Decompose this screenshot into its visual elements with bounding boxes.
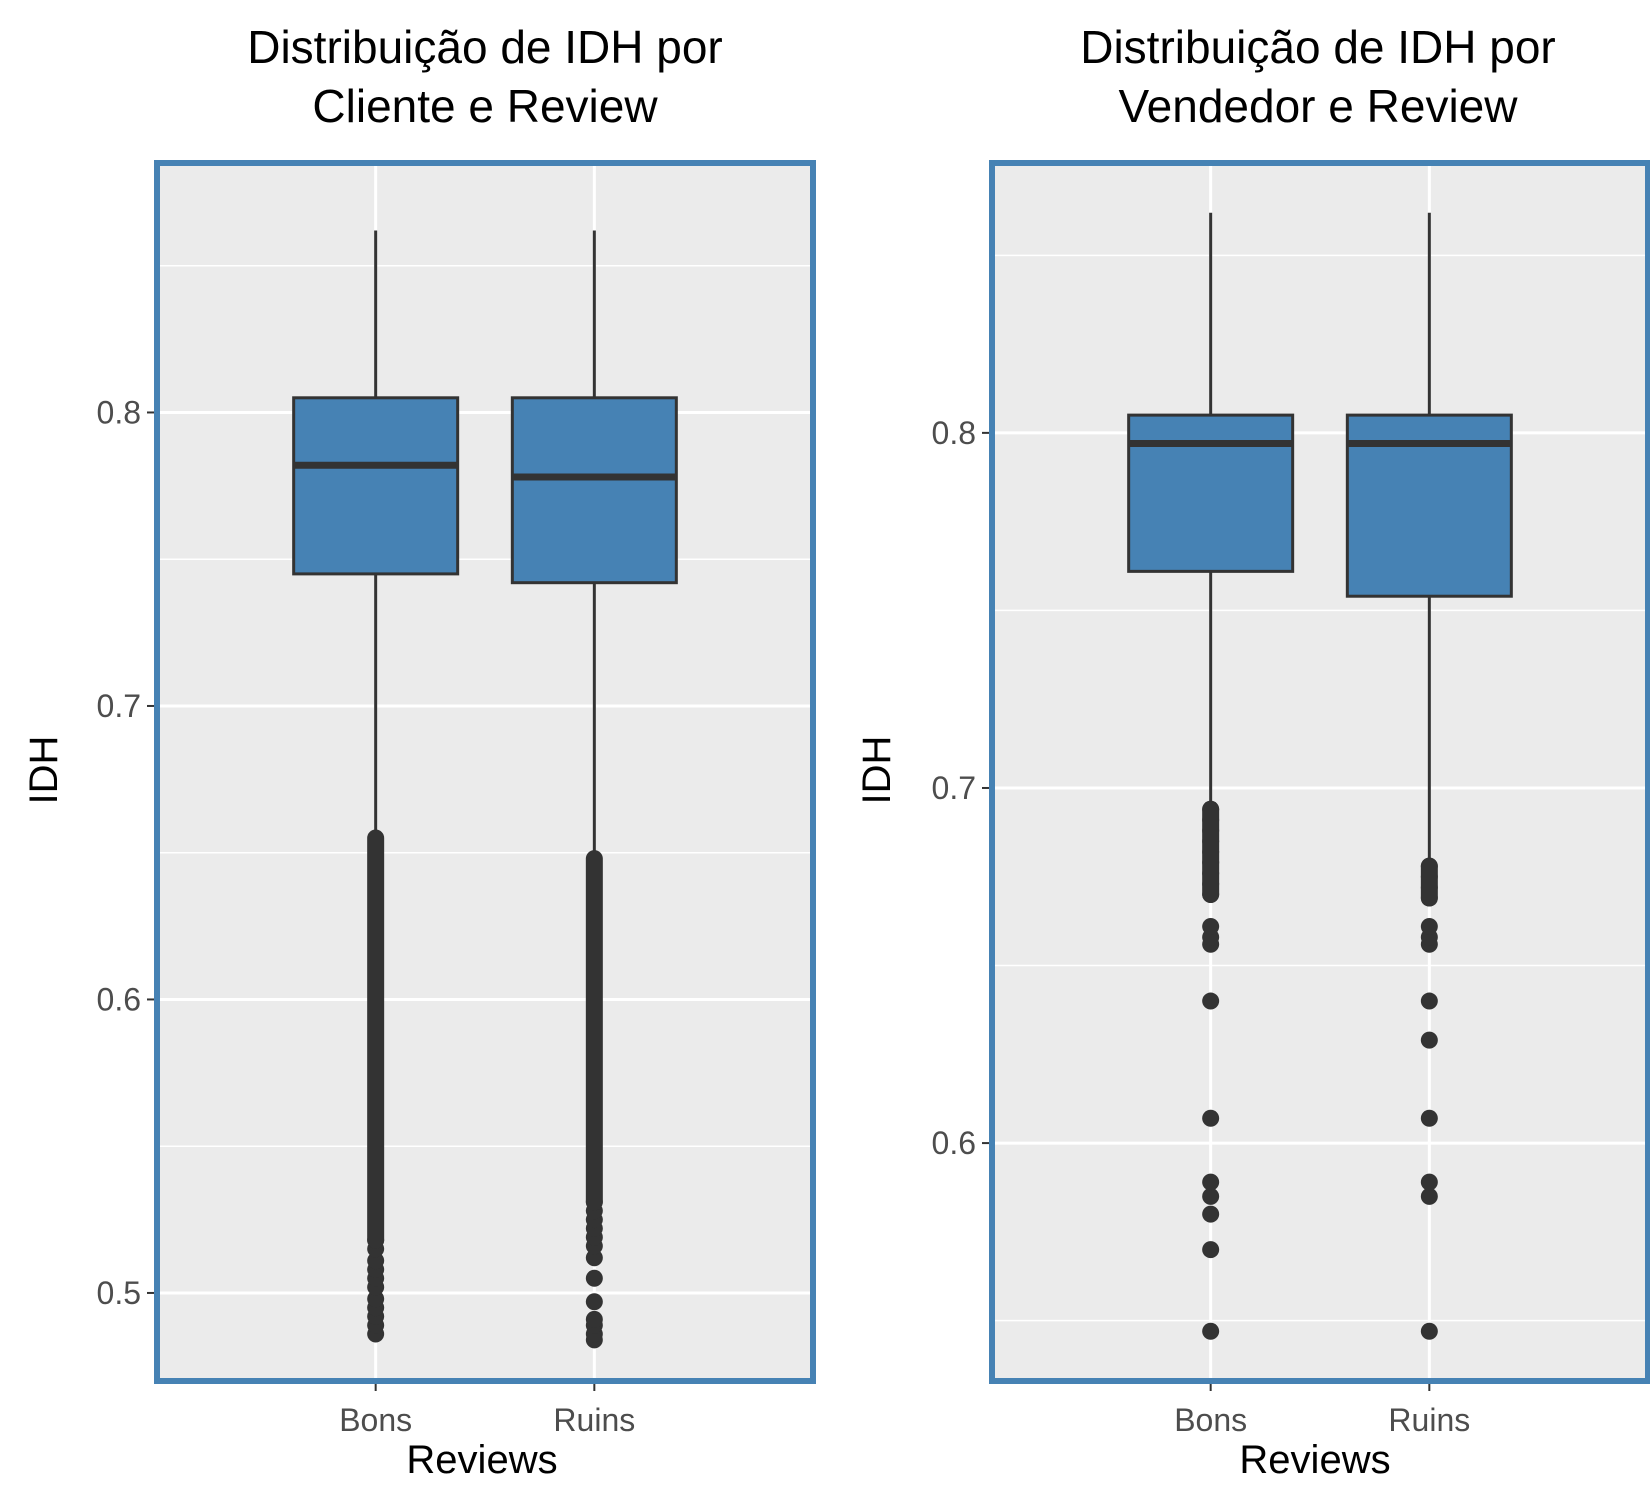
box-bons xyxy=(292,396,460,576)
plot-area: 0.5 0.6 0.7 0.8 Bons Ruins xyxy=(97,160,816,1438)
outlier-point xyxy=(1420,1031,1438,1049)
panel-background xyxy=(157,163,813,1381)
chart-panel-vendedor: Distribuição de IDH por Vendedor e Revie… xyxy=(855,21,1650,1482)
outlier-point xyxy=(1202,1205,1220,1223)
chart-title-line-1: Distribuição de IDH por xyxy=(1080,21,1556,73)
outlier-point xyxy=(1420,992,1438,1010)
outlier-point xyxy=(1202,1322,1220,1340)
x-tick-label: Ruins xyxy=(1388,1402,1470,1438)
outlier-point xyxy=(367,1290,385,1308)
y-tick-label: 0.7 xyxy=(97,688,141,724)
y-tick-label: 0.6 xyxy=(932,1125,976,1161)
x-axis-title: Reviews xyxy=(406,1438,557,1482)
y-tick-label: 0.8 xyxy=(97,394,141,430)
chart-title-line-2: Cliente e Review xyxy=(312,80,658,132)
x-tick-label: Ruins xyxy=(553,1402,635,1438)
chart-title-line-2: Vendedor e Review xyxy=(1119,80,1519,132)
outlier-point xyxy=(1202,1173,1220,1191)
outlier-point xyxy=(1420,1187,1438,1205)
plot-area: 0.6 0.7 0.8 Bons Ruins xyxy=(932,160,1650,1438)
panel-border xyxy=(154,160,816,1384)
panel-border xyxy=(989,160,1650,1384)
box-bons xyxy=(1127,413,1295,573)
y-tick-label: 0.5 xyxy=(97,1275,141,1311)
y-axis-title: IDH xyxy=(855,736,899,805)
chart-panel-cliente: Distribuição de IDH por Cliente e Review… xyxy=(22,21,816,1482)
outlier-point xyxy=(1202,1241,1220,1259)
panel-background xyxy=(992,163,1648,1381)
outlier-point xyxy=(1202,917,1220,935)
chart-title-line-1: Distribuição de IDH por xyxy=(247,21,723,73)
y-tick-label: 0.8 xyxy=(932,415,976,451)
outlier-point xyxy=(1420,917,1438,935)
outlier-point xyxy=(585,1249,603,1267)
outlier-point xyxy=(1420,1109,1438,1127)
outlier-point xyxy=(1202,1109,1220,1127)
x-axis-title: Reviews xyxy=(1239,1438,1390,1482)
outlier-point xyxy=(1420,1173,1438,1191)
x-tick-label: Bons xyxy=(339,1402,412,1438)
outlier-point xyxy=(367,1252,385,1270)
box-ruins xyxy=(510,396,678,585)
x-tick-label: Bons xyxy=(1174,1402,1247,1438)
outlier-point xyxy=(1202,992,1220,1010)
outlier-point xyxy=(1202,1187,1220,1205)
y-tick-label: 0.6 xyxy=(97,981,141,1017)
outlier-point xyxy=(1420,1322,1438,1340)
outlier-point xyxy=(585,1269,603,1287)
y-tick-label: 0.7 xyxy=(932,770,976,806)
outlier-point xyxy=(585,1310,603,1328)
y-axis-title: IDH xyxy=(22,736,66,805)
outlier-point xyxy=(585,1293,603,1311)
